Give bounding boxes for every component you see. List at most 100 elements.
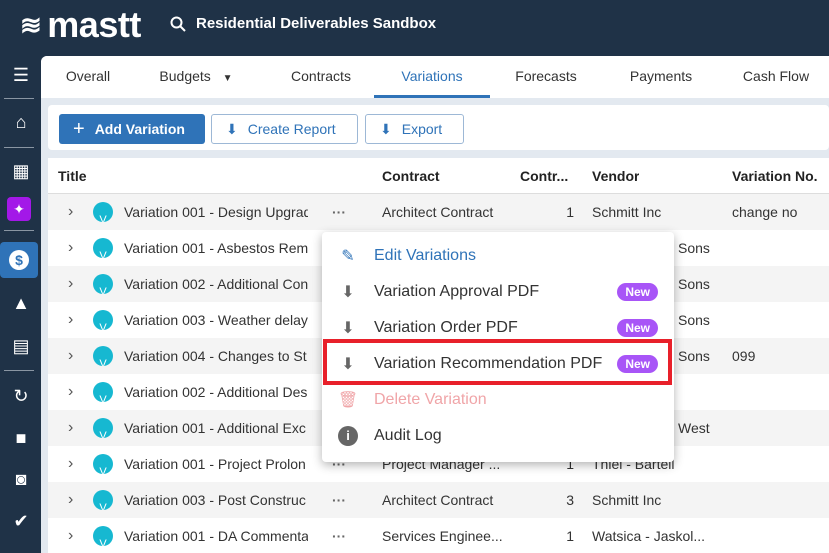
col-variation-no[interactable]: Variation No. — [732, 168, 818, 184]
table-header: Title Contract Contr... Vendor Variation… — [48, 158, 829, 194]
project-name: Residential Deliverables Sandbox — [196, 15, 437, 32]
variation-avatar: V — [93, 346, 113, 366]
ai-sparkle-icon[interactable]: ✦ — [7, 197, 31, 221]
col-contract[interactable]: Contract — [382, 168, 440, 184]
col-contr[interactable]: Contr... — [520, 168, 569, 184]
new-badge: New — [617, 355, 658, 373]
table-row[interactable]: › V Variation 003 - Post Construc ··· Ar… — [48, 482, 829, 518]
info-icon: i — [322, 426, 374, 446]
menu-variation-recommendation-pdf[interactable]: ⬇ Variation Recommendation PDF New — [322, 346, 674, 382]
new-badge: New — [617, 283, 658, 301]
vendor-cell: West — [678, 420, 710, 436]
more-actions-icon[interactable]: ··· — [332, 204, 346, 220]
variation-avatar: V — [93, 454, 113, 474]
vendor-cell: Sons — [678, 240, 710, 256]
expand-chevron-icon[interactable]: › — [68, 347, 74, 364]
variation-avatar: V — [93, 238, 113, 258]
contract-number-cell: 1 — [566, 456, 574, 472]
toolbar: + Add Variation ⬇ Create Report ⬇ Export — [48, 105, 829, 150]
vendor-cell: Sons — [678, 312, 710, 328]
variation-title[interactable]: Variation 001 - Additional Exc — [124, 420, 306, 436]
check-circle-icon[interactable]: ✔ — [13, 510, 29, 531]
project-search[interactable]: Residential Deliverables Sandbox — [170, 15, 436, 32]
table-row[interactable]: › V Variation 001 - Design Upgrade ··· A… — [48, 194, 829, 230]
search-icon — [170, 16, 186, 32]
vendor-cell: Sons — [678, 348, 710, 364]
folder-icon[interactable]: ■ — [15, 427, 27, 448]
document-icon[interactable]: ▤ — [12, 335, 30, 356]
table-row[interactable]: › V Variation 001 - DA Commentary ··· Se… — [48, 518, 829, 553]
menu-edit-variations[interactable]: ✎ Edit Variations — [322, 238, 674, 274]
logo-mark-icon: ≋ — [20, 9, 42, 40]
variation-avatar: V — [93, 418, 113, 438]
contract-number-cell: 1 — [566, 204, 574, 220]
tab-payments[interactable]: Payments — [629, 68, 693, 84]
variation-no-cell: change no — [732, 204, 798, 220]
vendor-cell: Schmitt Inc — [592, 492, 662, 508]
variation-title[interactable]: Variation 001 - Asbestos Removal — [124, 240, 308, 256]
caret-down-icon: ▼ — [222, 73, 233, 84]
variation-title[interactable]: Variation 003 - Weather delay — [124, 312, 308, 328]
trash-icon: 🗑 — [337, 392, 359, 409]
camera-icon[interactable]: ◙ — [15, 468, 27, 489]
menu-audit-log[interactable]: i Audit Log — [322, 418, 674, 454]
table-row[interactable]: › V Variation 002 - Additional Des ··· — [48, 374, 829, 410]
variation-title[interactable]: Variation 004 - Changes to St — [124, 348, 307, 364]
download-icon: ⬇ — [226, 120, 238, 137]
contract-cell: Architect Contract — [382, 204, 494, 220]
variation-avatar: V — [93, 202, 113, 222]
expand-chevron-icon[interactable]: › — [68, 239, 74, 256]
more-actions-icon[interactable]: ··· — [332, 492, 346, 508]
top-bar: ≋ mastt Residential Deliverables Sandbox — [0, 0, 829, 52]
variation-title[interactable]: Variation 002 - Additional Des — [124, 384, 308, 400]
logo[interactable]: ≋ mastt — [20, 4, 141, 45]
download-icon: ⬇ — [341, 320, 355, 337]
hamburger-menu-icon[interactable]: ☰ — [12, 64, 30, 85]
variation-title[interactable]: Variation 002 - Additional Con — [124, 276, 308, 292]
download-icon: ⬇ — [341, 284, 355, 301]
home-icon[interactable]: ⌂ — [15, 111, 27, 132]
dollar-icon[interactable]: $ — [0, 242, 38, 278]
col-vendor[interactable]: Vendor — [592, 168, 640, 184]
expand-chevron-icon[interactable]: › — [68, 383, 74, 400]
plus-icon: + — [73, 117, 85, 140]
pencil-icon: ✎ — [341, 248, 355, 265]
expand-chevron-icon[interactable]: › — [68, 275, 74, 292]
expand-chevron-icon[interactable]: › — [68, 455, 74, 472]
variation-title[interactable]: Variation 001 - Project Prolon — [124, 456, 306, 472]
tab-budgets[interactable]: Budgets ▼ — [159, 68, 233, 84]
variation-title[interactable]: Variation 001 - Design Upgrade — [124, 204, 308, 220]
expand-chevron-icon[interactable]: › — [68, 527, 74, 544]
variation-avatar: V — [93, 526, 113, 546]
menu-variation-order-pdf[interactable]: ⬇ Variation Order PDF New — [322, 310, 674, 346]
menu-variation-approval-pdf[interactable]: ⬇ Variation Approval PDF New — [322, 274, 674, 310]
variation-avatar: V — [93, 490, 113, 510]
dashboard-icon[interactable]: ▦ — [12, 160, 30, 181]
table-row[interactable]: › V Variation 001 - Project Prolon ··· P… — [48, 446, 829, 482]
tab-contracts[interactable]: Contracts — [291, 68, 351, 84]
col-title[interactable]: Title — [58, 168, 87, 184]
table-row[interactable]: › V Variation 001 - Asbestos Removal ···… — [48, 230, 829, 266]
warning-icon[interactable]: ▲ — [12, 292, 30, 313]
tab-cash-flow[interactable]: Cash Flow — [742, 68, 810, 84]
history-icon[interactable]: ↻ — [13, 385, 29, 406]
expand-chevron-icon[interactable]: › — [68, 419, 74, 436]
new-badge: New — [617, 319, 658, 337]
expand-chevron-icon[interactable]: › — [68, 311, 74, 328]
add-variation-button[interactable]: + Add Variation — [59, 114, 205, 144]
variation-title[interactable]: Variation 003 - Post Construc — [124, 492, 306, 508]
variation-title[interactable]: Variation 001 - DA Commentary — [124, 528, 308, 544]
tab-overall[interactable]: Overall — [65, 68, 111, 84]
sidebar: ☰ ⌂ ▦ ✦ $ ▲ ▤ ↻ ■ ◙ ✔ — [0, 52, 41, 553]
vendor-cell: Watsica - Jaskol... — [592, 528, 706, 544]
expand-chevron-icon[interactable]: › — [68, 203, 74, 220]
main-content: Overall Budgets ▼ Contracts Variations F… — [41, 56, 829, 553]
tab-variations[interactable]: Variations — [374, 56, 490, 98]
expand-chevron-icon[interactable]: › — [68, 491, 74, 508]
row-actions-menu: ✎ Edit Variations ⬇ Variation Approval PDF… — [322, 232, 674, 462]
create-report-button[interactable]: ⬇ Create Report — [211, 114, 358, 144]
more-actions-icon[interactable]: ··· — [332, 528, 346, 544]
vendor-cell: Schmitt Inc — [592, 204, 662, 220]
export-button[interactable]: ⬇ Export — [365, 114, 464, 144]
tab-forecasts[interactable]: Forecasts — [515, 68, 577, 84]
